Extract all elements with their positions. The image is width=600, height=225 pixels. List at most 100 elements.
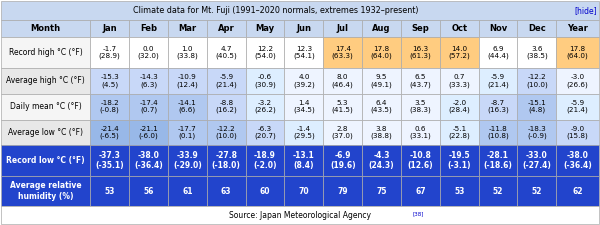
Bar xyxy=(440,145,479,176)
Text: -14.3
(6.3): -14.3 (6.3) xyxy=(139,74,158,88)
Text: 2.8
(37.0): 2.8 (37.0) xyxy=(332,126,353,139)
Bar xyxy=(245,94,284,119)
Bar xyxy=(440,176,479,206)
Bar xyxy=(556,145,599,176)
Text: -6.9
(19.6): -6.9 (19.6) xyxy=(330,151,356,170)
Text: Year: Year xyxy=(567,24,588,33)
Bar xyxy=(517,176,556,206)
Text: -10.8
(12.6): -10.8 (12.6) xyxy=(407,151,433,170)
Bar xyxy=(479,176,517,206)
Bar xyxy=(129,94,168,119)
Bar xyxy=(1,37,91,68)
Bar xyxy=(556,94,599,119)
Text: -2.0
(28.4): -2.0 (28.4) xyxy=(448,100,470,113)
Text: Average low °C (°F): Average low °C (°F) xyxy=(8,128,83,137)
Bar xyxy=(401,119,440,145)
Bar xyxy=(129,119,168,145)
Text: -1.4
(29.5): -1.4 (29.5) xyxy=(293,126,315,139)
Text: -33.0
(-27.4): -33.0 (-27.4) xyxy=(523,151,551,170)
Text: 3.5
(38.3): 3.5 (38.3) xyxy=(410,100,431,113)
Bar xyxy=(284,119,323,145)
Text: Average high °C (°F): Average high °C (°F) xyxy=(6,76,85,85)
Bar xyxy=(517,119,556,145)
Bar xyxy=(1,119,91,145)
Text: 9.5
(49.1): 9.5 (49.1) xyxy=(371,74,392,88)
Bar xyxy=(440,20,479,37)
Text: -37.3
(-35.1): -37.3 (-35.1) xyxy=(95,151,124,170)
Text: -17.7
(0.1): -17.7 (0.1) xyxy=(178,126,197,139)
Text: Sep: Sep xyxy=(412,24,429,33)
Text: 16.3
(61.3): 16.3 (61.3) xyxy=(410,46,431,59)
Bar xyxy=(517,145,556,176)
Text: 17.4
(63.3): 17.4 (63.3) xyxy=(332,46,353,59)
Bar xyxy=(401,68,440,94)
Bar xyxy=(207,176,245,206)
Text: 67: 67 xyxy=(415,187,425,196)
Bar xyxy=(245,145,284,176)
Text: 53: 53 xyxy=(454,187,464,196)
Text: 70: 70 xyxy=(299,187,309,196)
Bar xyxy=(1,68,91,94)
Text: -4.3
(24.3): -4.3 (24.3) xyxy=(369,151,394,170)
Text: Dec: Dec xyxy=(528,24,546,33)
Bar xyxy=(245,176,284,206)
Text: -5.9
(21.4): -5.9 (21.4) xyxy=(567,100,589,113)
Text: -5.1
(22.8): -5.1 (22.8) xyxy=(448,126,470,139)
Text: -38.0
(-36.4): -38.0 (-36.4) xyxy=(134,151,163,170)
Bar xyxy=(207,94,245,119)
Bar xyxy=(1,145,91,176)
Bar xyxy=(517,68,556,94)
Text: -12.2
(10.0): -12.2 (10.0) xyxy=(215,126,237,139)
Bar xyxy=(207,37,245,68)
Text: 17.8
(64.0): 17.8 (64.0) xyxy=(371,46,392,59)
Text: Daily mean °C (°F): Daily mean °C (°F) xyxy=(10,102,82,111)
Text: 12.3
(54.1): 12.3 (54.1) xyxy=(293,46,315,59)
Bar xyxy=(323,94,362,119)
Bar xyxy=(479,37,517,68)
Bar xyxy=(362,145,401,176)
Bar xyxy=(479,145,517,176)
Text: -5.9
(21.4): -5.9 (21.4) xyxy=(487,74,509,88)
Text: -18.2
(-0.8): -18.2 (-0.8) xyxy=(100,100,119,113)
Text: 60: 60 xyxy=(260,187,271,196)
Text: 6.4
(43.5): 6.4 (43.5) xyxy=(371,100,392,113)
Text: 56: 56 xyxy=(143,187,154,196)
Text: 1.0
(33.8): 1.0 (33.8) xyxy=(176,46,198,59)
Bar xyxy=(168,176,207,206)
Text: -18.9
(-2.0): -18.9 (-2.0) xyxy=(253,151,277,170)
Text: Mar: Mar xyxy=(178,24,196,33)
Bar xyxy=(479,20,517,37)
Bar xyxy=(245,20,284,37)
Bar xyxy=(245,119,284,145)
Text: -27.8
(-18.0): -27.8 (-18.0) xyxy=(212,151,241,170)
Text: 52: 52 xyxy=(493,187,503,196)
Text: 63: 63 xyxy=(221,187,232,196)
Bar xyxy=(556,20,599,37)
Bar xyxy=(245,37,284,68)
Text: -13.1
(8.4): -13.1 (8.4) xyxy=(293,151,315,170)
Bar xyxy=(129,176,168,206)
Text: 14.0
(57.2): 14.0 (57.2) xyxy=(448,46,470,59)
Text: Jan: Jan xyxy=(103,24,117,33)
Text: Nov: Nov xyxy=(489,24,507,33)
Bar xyxy=(1,20,91,37)
Bar xyxy=(284,20,323,37)
Text: -10.9
(12.4): -10.9 (12.4) xyxy=(176,74,198,88)
Bar xyxy=(362,176,401,206)
Text: -33.9
(-29.0): -33.9 (-29.0) xyxy=(173,151,202,170)
Text: Aug: Aug xyxy=(372,24,391,33)
Bar xyxy=(1,94,91,119)
Text: 62: 62 xyxy=(572,187,583,196)
Bar xyxy=(323,68,362,94)
Bar xyxy=(556,176,599,206)
Text: -3.0
(26.6): -3.0 (26.6) xyxy=(567,74,589,88)
Bar xyxy=(556,68,599,94)
Text: Source: Japan Meteorological Agency: Source: Japan Meteorological Agency xyxy=(229,211,371,220)
Text: [hide]: [hide] xyxy=(574,6,597,15)
Text: -11.8
(10.8): -11.8 (10.8) xyxy=(487,126,509,139)
Bar xyxy=(323,20,362,37)
Text: Oct: Oct xyxy=(451,24,467,33)
Text: -1.7
(28.9): -1.7 (28.9) xyxy=(99,46,121,59)
Bar xyxy=(517,94,556,119)
Text: -21.4
(-6.5): -21.4 (-6.5) xyxy=(100,126,119,139)
